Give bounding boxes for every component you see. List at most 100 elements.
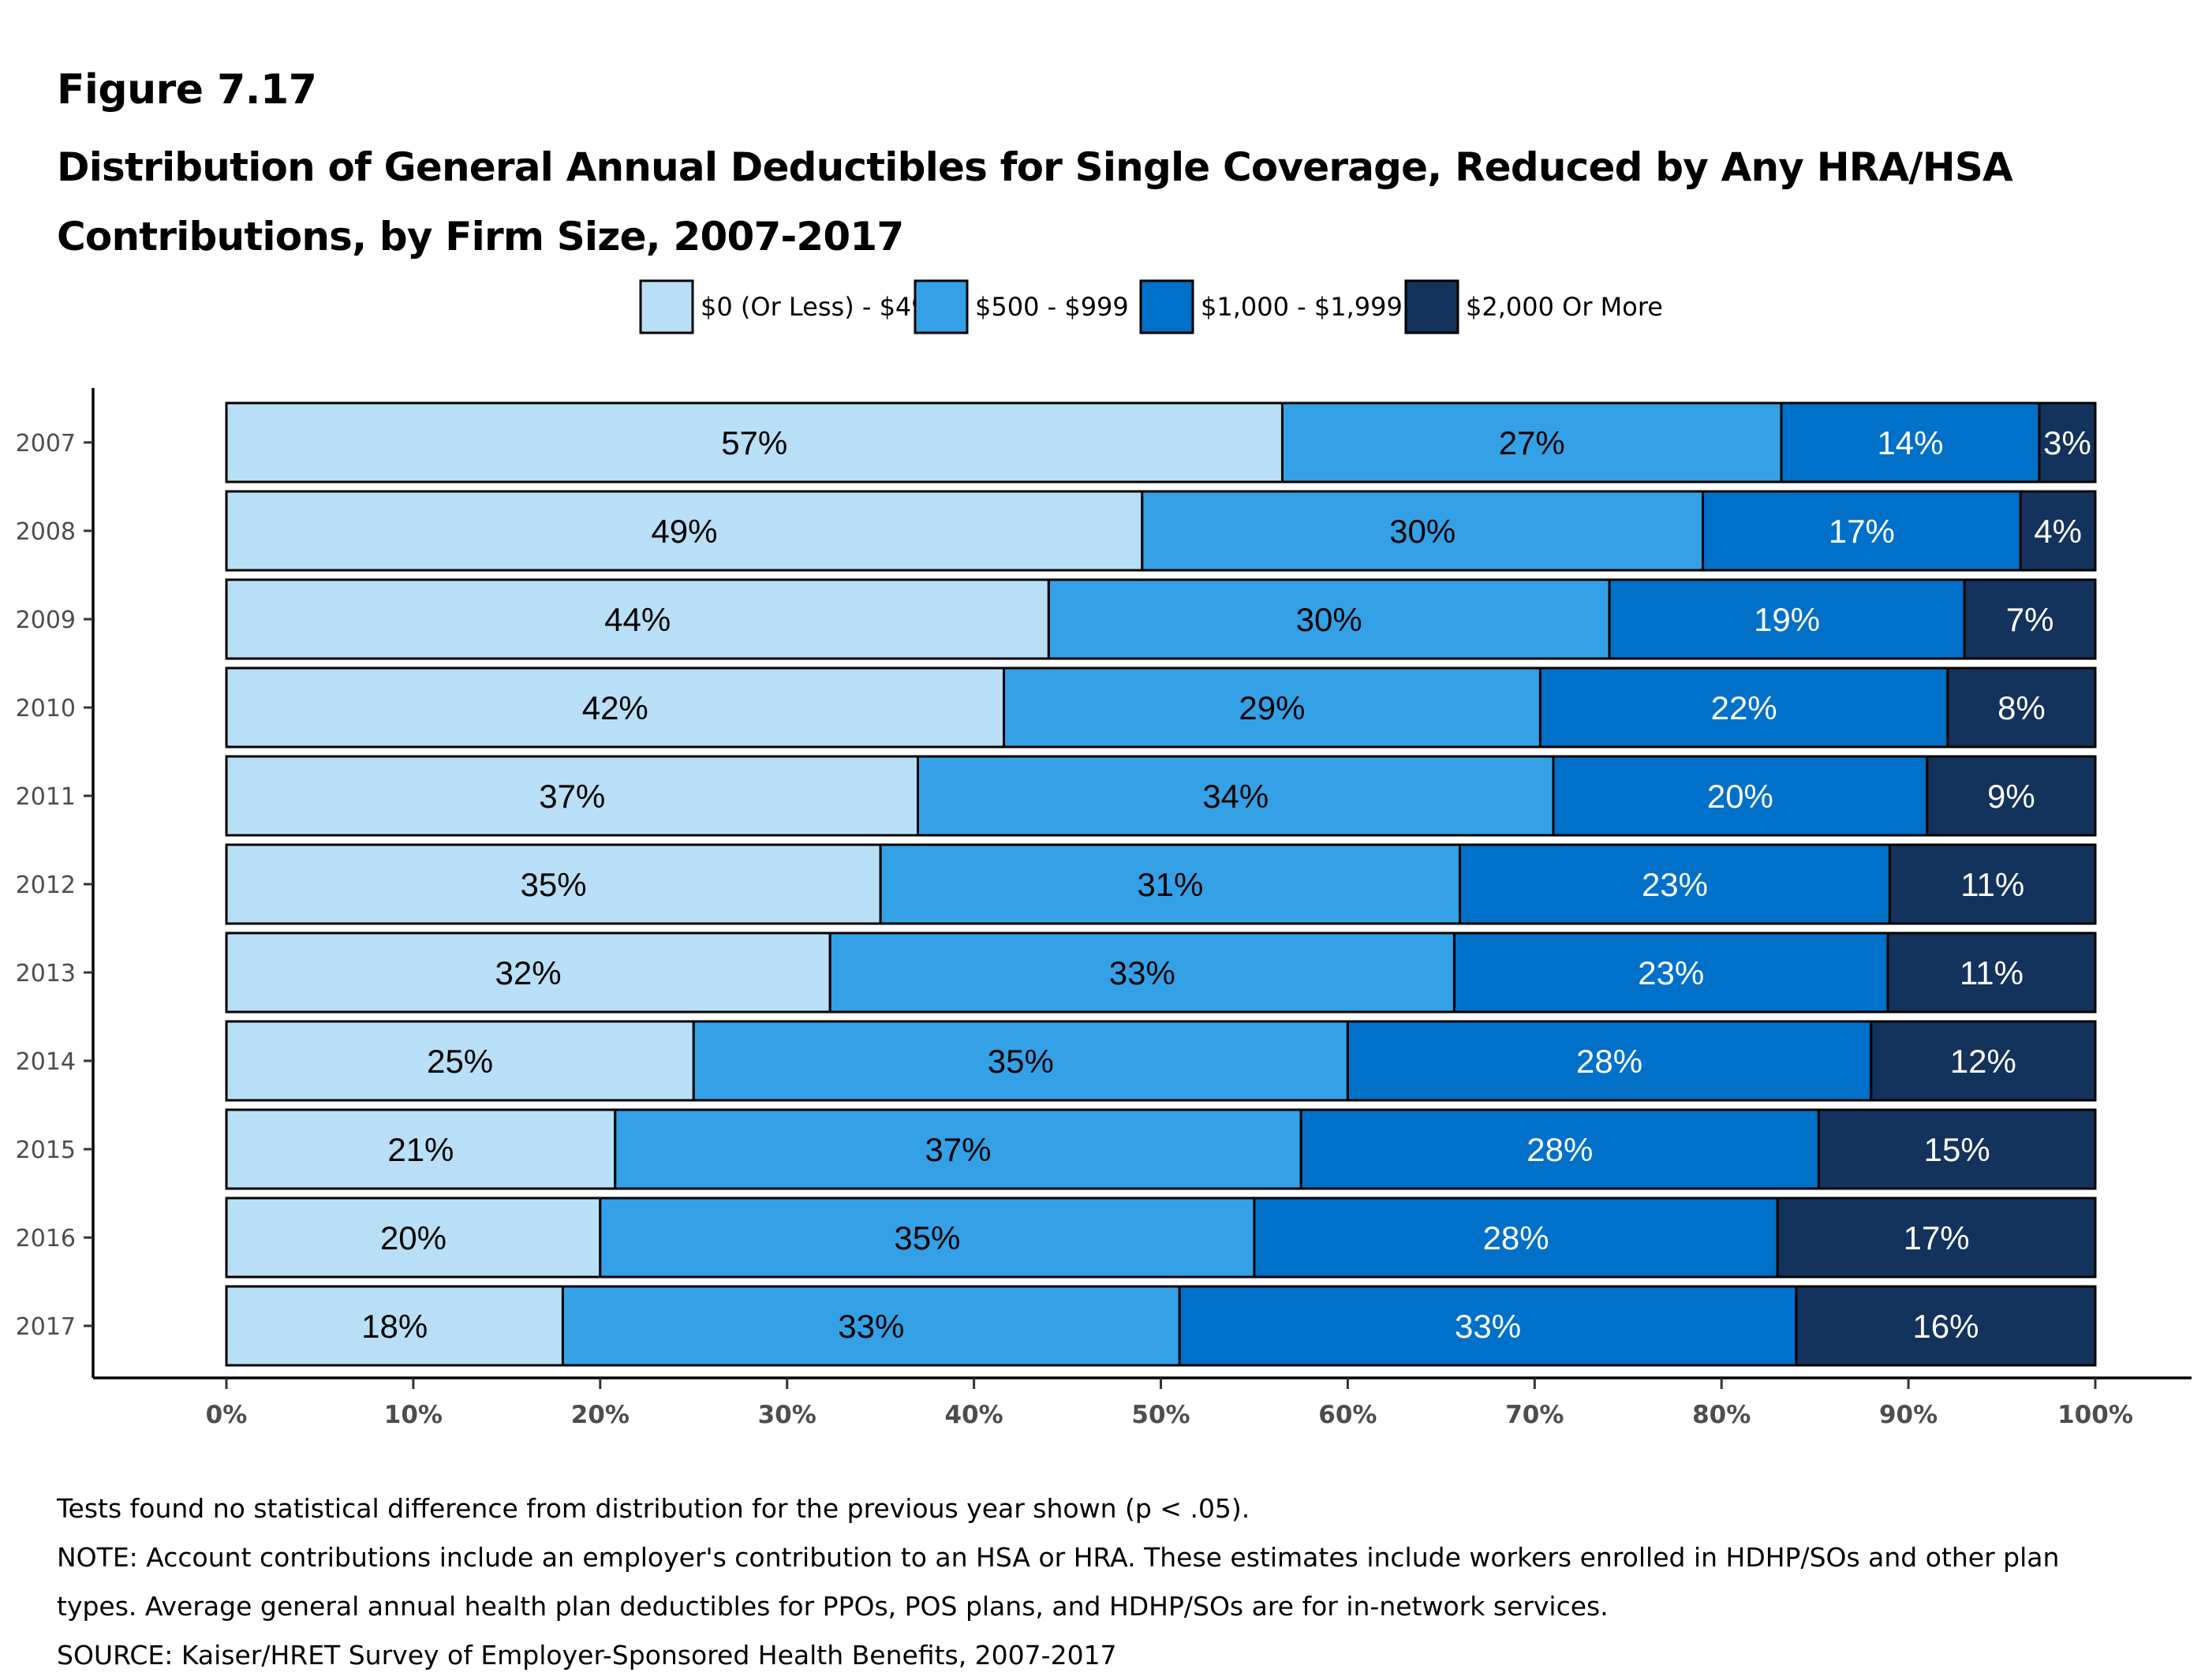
data-label-2016-500-999: 35% — [894, 1219, 960, 1256]
note-line-1: NOTE: Account contributions include an e… — [57, 1542, 2060, 1573]
x-tick-label-6: 60% — [1318, 1401, 1377, 1429]
axes-group: 2007 2008 2009 2010 2011 2012 2013 2014 2015 2016… — [16, 388, 2192, 1429]
legend: $0 (Or Less) - $499 $500 - $999 $1,000 - $… — [639, 279, 1663, 334]
bar-2007-1-000-1-999 — [1780, 401, 2041, 483]
bars-group: 57% 27% 14% 3% 49% 30% 17% 4% 44% 30% 19% 7% 42% 29% 2… — [225, 401, 2097, 1367]
x-tick-label-2: 20% — [571, 1401, 630, 1429]
data-label-2011-2-000-or-more: 9% — [1987, 778, 2035, 815]
x-tick-label-8: 80% — [1692, 1401, 1751, 1429]
notes: Tests found no statistical difference fr… — [57, 1484, 2171, 1680]
bar-2015-2-000-or-more — [1817, 1108, 2097, 1190]
data-label-2014-500-999: 35% — [988, 1043, 1054, 1080]
bar-2008-1-000-1-999 — [1702, 490, 2022, 572]
x-tick-label-5: 50% — [1131, 1401, 1190, 1429]
y-tick-label-2010: 2010 — [16, 695, 76, 722]
data-label-2010-2-000-or-more: 8% — [1997, 689, 2046, 726]
y-tick-label-2008: 2008 — [16, 518, 76, 546]
bar-2014-500-999 — [692, 1020, 1349, 1102]
bar-2017-500-999 — [561, 1285, 1181, 1367]
x-tick-label-1: 10% — [384, 1401, 443, 1429]
y-tick-label-2016: 2016 — [16, 1225, 76, 1253]
x-tick-label-9: 90% — [1879, 1401, 1938, 1429]
data-label-2016-0-or-less-499: 20% — [380, 1219, 447, 1256]
bar-2008-500-999 — [1141, 490, 1705, 572]
bar-2016-0-or-less-499 — [225, 1197, 602, 1279]
figure-label: Figure 7.17 — [57, 66, 317, 114]
source-note: SOURCE: Kaiser/HRET Survey of Employer-S… — [57, 1640, 1117, 1671]
y-tick-label-2015: 2015 — [16, 1137, 76, 1164]
bar-2014-2-000-or-more — [1870, 1020, 2097, 1102]
data-label-2009-500-999: 30% — [1296, 601, 1362, 638]
chart-title: Distribution of General Annual Deductibl… — [57, 144, 2013, 259]
y-tick-label-2009: 2009 — [16, 607, 76, 634]
data-label-2008-0-or-less-499: 49% — [651, 513, 717, 550]
y-tick-label-2011: 2011 — [16, 783, 76, 811]
y-tick-label-2014: 2014 — [16, 1048, 76, 1076]
data-label-2015-2-000-or-more: 15% — [1924, 1131, 1990, 1168]
data-label-2013-2-000-or-more: 11% — [1960, 954, 2024, 991]
bar-2016-500-999 — [599, 1197, 1256, 1279]
data-label-2009-0-or-less-499: 44% — [604, 601, 671, 638]
bar-2012-0-or-less-499 — [225, 843, 882, 925]
data-label-2011-500-999: 34% — [1202, 778, 1269, 815]
data-label-2007-2-000-or-more: 3% — [2043, 424, 2091, 461]
data-label-2012-1-000-1-999: 23% — [1642, 866, 1708, 903]
data-label-2011-1-000-1-999: 20% — [1707, 778, 1773, 815]
bar-2011-0-or-less-499 — [225, 755, 920, 837]
bar-2016-2-000-or-more — [1776, 1197, 2097, 1279]
y-tick-label-2013: 2013 — [16, 960, 76, 987]
bar-2010-1-000-1-999 — [1538, 666, 1949, 749]
bar-2015-0-or-less-499 — [225, 1108, 617, 1190]
data-label-2012-2-000-or-more: 11% — [1960, 866, 2024, 903]
data-label-2014-0-or-less-499: 25% — [427, 1043, 493, 1080]
bar-2010-2-000-or-more — [1946, 666, 2097, 749]
legend-swatch-500-999 — [914, 279, 969, 334]
bar-2009-0-or-less-499 — [225, 578, 1050, 660]
data-label-2009-1-000-1-999: 19% — [1754, 601, 1820, 638]
note-line-2: types. Average general annual health pla… — [57, 1591, 1609, 1622]
data-label-2015-500-999: 37% — [925, 1131, 991, 1168]
bar-2007-500-999 — [1280, 401, 1783, 483]
x-tick-label-0: 0% — [206, 1401, 248, 1429]
bar-2017-2-000-or-more — [1795, 1285, 2097, 1367]
data-label-2012-0-or-less-499: 35% — [521, 866, 587, 903]
data-label-2012-500-999: 31% — [1137, 866, 1203, 903]
bar-2012-2-000-or-more — [1888, 843, 2097, 925]
data-label-2010-1-000-1-999: 22% — [1711, 689, 1777, 726]
bar-2009-500-999 — [1047, 578, 1611, 660]
x-tick-label-3: 30% — [758, 1401, 816, 1429]
legend-label-0-or-less-499: $0 (Or Less) - $499 — [701, 292, 944, 322]
bar-2011-1-000-1-999 — [1552, 755, 1929, 837]
data-label-2008-1-000-1-999: 17% — [1829, 513, 1895, 550]
bar-2008-0-or-less-499 — [225, 490, 1144, 572]
bar-2010-0-or-less-499 — [225, 666, 1006, 749]
bar-2013-2-000-or-more — [1886, 931, 2097, 1014]
legend-label-2-000-or-more: $2,000 Or More — [1466, 292, 1663, 322]
bar-2011-500-999 — [917, 755, 1555, 837]
legend-label-1-000-1-999: $1,000 - $1,999 — [1201, 292, 1403, 322]
data-label-2013-500-999: 33% — [1109, 954, 1175, 991]
y-tick-label-2007: 2007 — [16, 430, 76, 457]
data-label-2015-1-000-1-999: 28% — [1526, 1131, 1593, 1168]
bar-2008-2-000-or-more — [2019, 490, 2097, 572]
y-tick-label-2017: 2017 — [16, 1313, 76, 1341]
x-tick-label-4: 40% — [944, 1401, 1003, 1429]
data-label-2013-0-or-less-499: 32% — [495, 954, 562, 991]
bar-2013-1-000-1-999 — [1452, 931, 1889, 1014]
data-label-2015-0-or-less-499: 21% — [387, 1131, 454, 1168]
bar-2014-1-000-1-999 — [1346, 1020, 1873, 1102]
data-label-2010-0-or-less-499: 42% — [582, 689, 648, 726]
legend-swatch-2-000-or-more — [1404, 279, 1459, 334]
legend-swatch-1-000-1-999 — [1139, 279, 1194, 334]
bar-2013-0-or-less-499 — [225, 931, 831, 1014]
data-label-2010-500-999: 29% — [1239, 689, 1305, 726]
x-tick-label-10: 100% — [2057, 1401, 2133, 1429]
data-label-2017-0-or-less-499: 18% — [361, 1308, 428, 1345]
bar-2010-500-999 — [1003, 666, 1541, 749]
bar-2007-2-000-or-more — [2038, 401, 2097, 483]
data-label-2016-1-000-1-999: 28% — [1483, 1219, 1549, 1256]
bar-2012-1-000-1-999 — [1459, 843, 1891, 925]
bar-2015-500-999 — [614, 1108, 1302, 1190]
data-label-2008-2-000-or-more: 4% — [2034, 513, 2082, 550]
note-stat-test: Tests found no statistical difference fr… — [57, 1493, 1250, 1524]
